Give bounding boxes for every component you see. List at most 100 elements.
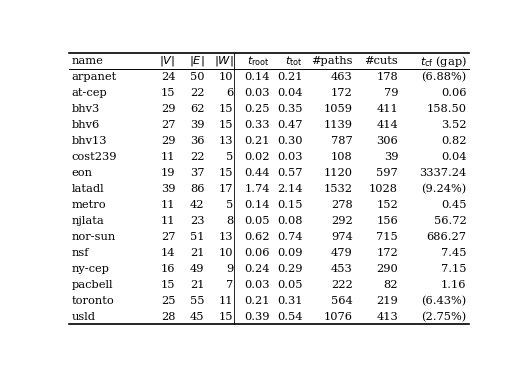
Text: 0.31: 0.31 — [277, 296, 303, 306]
Text: 1028: 1028 — [369, 184, 398, 194]
Text: 0.14: 0.14 — [244, 73, 270, 82]
Text: 15: 15 — [219, 312, 233, 322]
Text: 0.14: 0.14 — [244, 200, 270, 210]
Text: 1120: 1120 — [324, 168, 353, 178]
Text: 0.74: 0.74 — [277, 232, 303, 242]
Text: 11: 11 — [161, 216, 176, 226]
Text: 219: 219 — [377, 296, 398, 306]
Text: 29: 29 — [161, 104, 176, 115]
Text: 0.62: 0.62 — [244, 232, 270, 242]
Text: bhv13: bhv13 — [72, 136, 107, 146]
Text: 0.45: 0.45 — [441, 200, 467, 210]
Text: 715: 715 — [377, 232, 398, 242]
Text: 15: 15 — [219, 120, 233, 130]
Text: $|E|$: $|E|$ — [189, 54, 204, 68]
Text: 5: 5 — [226, 200, 233, 210]
Text: 597: 597 — [377, 168, 398, 178]
Text: 50: 50 — [190, 73, 204, 82]
Text: 8: 8 — [226, 216, 233, 226]
Text: 3337.24: 3337.24 — [419, 168, 467, 178]
Text: 5: 5 — [226, 152, 233, 162]
Text: 453: 453 — [331, 264, 353, 274]
Text: cost239: cost239 — [72, 152, 117, 162]
Text: 413: 413 — [377, 312, 398, 322]
Text: 0.47: 0.47 — [277, 120, 303, 130]
Text: 27: 27 — [161, 232, 176, 242]
Text: 9: 9 — [226, 264, 233, 274]
Text: 0.15: 0.15 — [277, 200, 303, 210]
Text: 1532: 1532 — [324, 184, 353, 194]
Text: 21: 21 — [190, 248, 204, 258]
Text: 15: 15 — [219, 104, 233, 115]
Text: 51: 51 — [190, 232, 204, 242]
Text: 0.29: 0.29 — [277, 264, 303, 274]
Text: 0.09: 0.09 — [277, 248, 303, 258]
Text: bhv3: bhv3 — [72, 104, 100, 115]
Text: usld: usld — [72, 312, 96, 322]
Text: 0.03: 0.03 — [244, 88, 270, 98]
Text: 15: 15 — [161, 280, 176, 290]
Text: 0.35: 0.35 — [277, 104, 303, 115]
Text: 21: 21 — [190, 280, 204, 290]
Text: 16: 16 — [161, 264, 176, 274]
Text: toronto: toronto — [72, 296, 114, 306]
Text: 172: 172 — [331, 88, 353, 98]
Text: 0.30: 0.30 — [277, 136, 303, 146]
Text: 290: 290 — [377, 264, 398, 274]
Text: 25: 25 — [161, 296, 176, 306]
Text: 0.24: 0.24 — [244, 264, 270, 274]
Text: 787: 787 — [331, 136, 353, 146]
Text: 0.44: 0.44 — [244, 168, 270, 178]
Text: 10: 10 — [219, 73, 233, 82]
Text: 0.54: 0.54 — [277, 312, 303, 322]
Text: name: name — [72, 56, 104, 67]
Text: 62: 62 — [190, 104, 204, 115]
Text: 11: 11 — [161, 152, 176, 162]
Text: 13: 13 — [219, 136, 233, 146]
Text: 0.21: 0.21 — [244, 136, 270, 146]
Text: 479: 479 — [331, 248, 353, 258]
Text: 29: 29 — [161, 136, 176, 146]
Text: 11: 11 — [219, 296, 233, 306]
Text: 15: 15 — [219, 168, 233, 178]
Text: 24: 24 — [161, 73, 176, 82]
Text: 158.50: 158.50 — [427, 104, 467, 115]
Text: (6.43%): (6.43%) — [422, 296, 467, 306]
Text: 82: 82 — [384, 280, 398, 290]
Text: 411: 411 — [377, 104, 398, 115]
Text: (2.75%): (2.75%) — [422, 312, 467, 322]
Text: 306: 306 — [377, 136, 398, 146]
Text: #paths: #paths — [311, 56, 353, 67]
Text: bhv6: bhv6 — [72, 120, 100, 130]
Text: 2.14: 2.14 — [277, 184, 303, 194]
Text: 14: 14 — [161, 248, 176, 258]
Text: 0.03: 0.03 — [277, 152, 303, 162]
Text: 0.33: 0.33 — [244, 120, 270, 130]
Text: 37: 37 — [190, 168, 204, 178]
Text: 1139: 1139 — [324, 120, 353, 130]
Text: 15: 15 — [161, 88, 176, 98]
Text: 222: 222 — [331, 280, 353, 290]
Text: metro: metro — [72, 200, 106, 210]
Text: 0.21: 0.21 — [277, 73, 303, 82]
Text: $t_{\rm cf}$ (gap): $t_{\rm cf}$ (gap) — [420, 54, 467, 69]
Text: 19: 19 — [161, 168, 176, 178]
Text: 17: 17 — [219, 184, 233, 194]
Text: 56.72: 56.72 — [434, 216, 467, 226]
Text: 108: 108 — [331, 152, 353, 162]
Text: $|W|$: $|W|$ — [214, 54, 233, 68]
Text: nor-sun: nor-sun — [72, 232, 116, 242]
Text: 0.21: 0.21 — [244, 296, 270, 306]
Text: 45: 45 — [190, 312, 204, 322]
Text: 39: 39 — [384, 152, 398, 162]
Text: 686.27: 686.27 — [427, 232, 467, 242]
Text: 0.04: 0.04 — [441, 152, 467, 162]
Text: 22: 22 — [190, 88, 204, 98]
Text: $t_{\rm tot}$: $t_{\rm tot}$ — [286, 54, 303, 68]
Text: 152: 152 — [377, 200, 398, 210]
Text: 7.45: 7.45 — [441, 248, 467, 258]
Text: 0.04: 0.04 — [277, 88, 303, 98]
Text: eon: eon — [72, 168, 93, 178]
Text: 1.16: 1.16 — [441, 280, 467, 290]
Text: 11: 11 — [161, 200, 176, 210]
